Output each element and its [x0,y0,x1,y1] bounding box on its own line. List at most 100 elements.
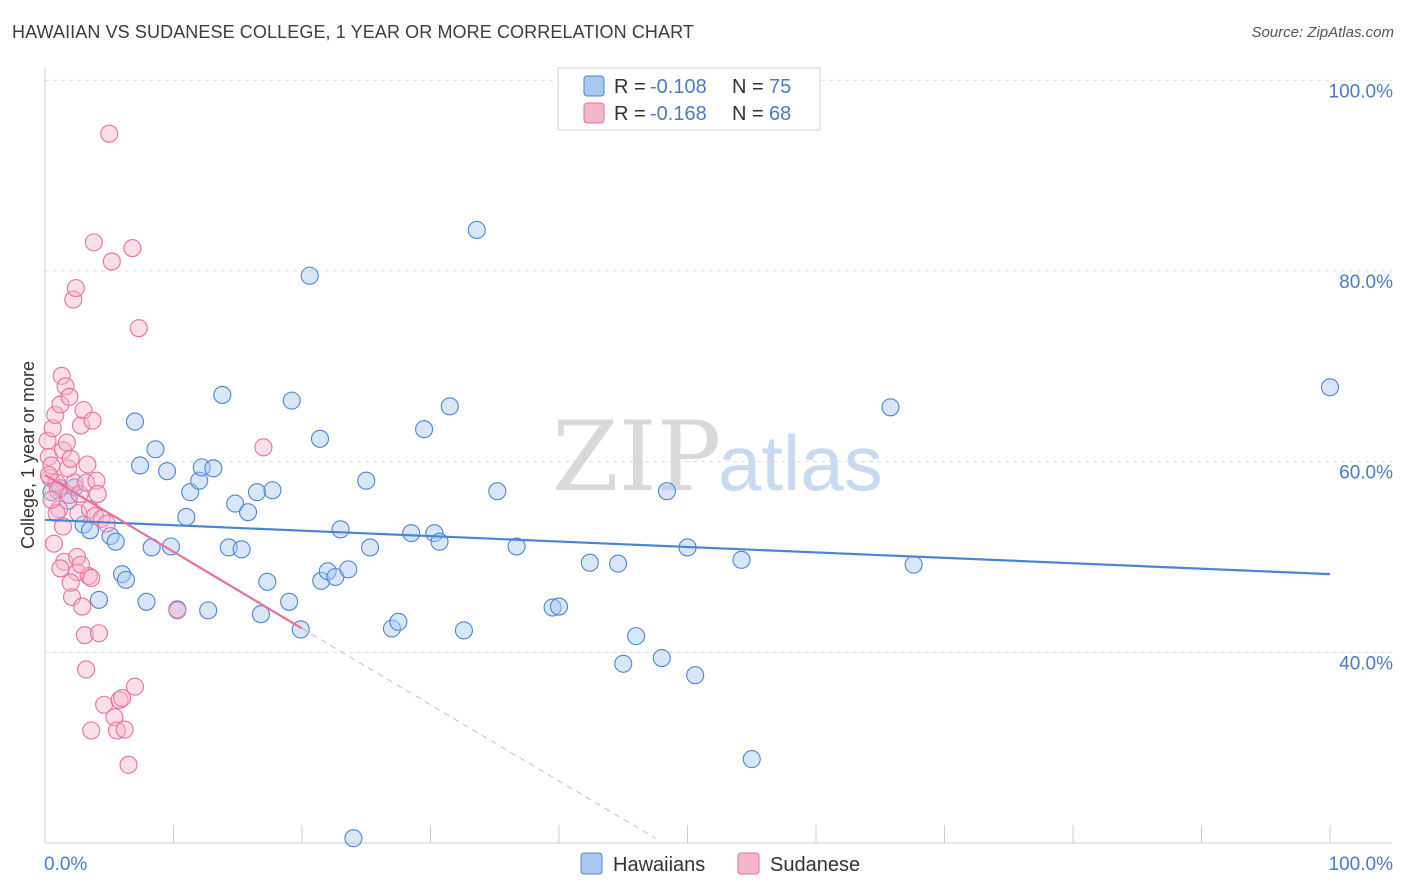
point-hawaiians [199,601,218,620]
point-hawaiians [904,555,923,574]
point-hawaiians [389,612,408,631]
point-sudanese [77,660,96,679]
point-hawaiians [238,503,258,522]
point-sudanese [74,401,93,420]
point-hawaiians [190,471,209,490]
point-sudanese [43,419,62,438]
legend-r-value-sudanese: -0.168 [650,103,707,125]
x-tick-labels: 0.0% 100.0% [44,854,1393,875]
point-sudanese [44,534,64,553]
point-sudanese [42,490,61,509]
point-sudanese [52,366,71,385]
point-hawaiians [652,648,671,668]
point-sudanese [123,239,142,258]
point-hawaiians [415,420,434,439]
point-hawaiians [146,440,165,459]
point-hawaiians [232,540,251,559]
point-sudanese [71,555,91,574]
axes [44,68,1392,844]
point-hawaiians [258,572,277,591]
legend-n-value-sudanese: 68 [769,103,791,125]
series-legend: Hawaiians Sudanese [580,852,860,876]
series-legend-swatch-hawaiians [580,852,603,875]
point-sudanese [102,252,121,271]
x-tick-label: 100.0% [1329,854,1394,875]
point-sudanese [105,708,124,727]
point-hawaiians [454,621,473,640]
point-sudanese [57,433,76,452]
point-hawaiians [657,482,676,501]
point-hawaiians [580,553,599,572]
point-hawaiians [732,550,751,569]
point-sudanese [115,720,134,739]
point-sudanese [100,124,119,143]
point-hawaiians [742,750,761,769]
point-sudanese [129,319,148,338]
point-sudanese [75,626,94,645]
point-sudanese [51,559,70,578]
point-hawaiians [312,571,331,590]
point-sudanese [107,721,127,740]
point-sudanese [78,455,97,474]
trend-line-hawaiians [44,518,1331,576]
point-sudanese [53,517,73,536]
y-axis-label: College, 1 year or more [18,361,38,549]
point-sudanese [61,573,80,592]
point-hawaiians [125,412,144,431]
point-hawaiians [247,483,267,502]
point-hawaiians [402,524,421,543]
point-hawaiians [614,654,633,673]
point-sudanese [84,233,103,252]
series-legend-swatch-sudanese [737,852,760,875]
y-tick-label: 100.0% [1329,81,1394,102]
point-sudanese [168,601,187,620]
point-sudanese [61,449,80,468]
point-hawaiians [543,598,562,617]
watermark-zip: ZIP [552,401,721,513]
point-hawaiians [1320,378,1340,397]
y-tick-label: 80.0% [1339,272,1393,293]
point-hawaiians [549,597,569,616]
series-legend-label-sudanese: Sudanese [770,854,860,876]
point-sudanese [87,471,106,490]
point-sudanese [71,416,91,435]
trend-lines [44,474,1331,839]
point-hawaiians [282,391,301,410]
y-tick-label: 60.0% [1339,463,1393,484]
point-hawaiians [213,385,232,404]
legend-r-value-hawaiians: -0.108 [650,76,707,98]
point-hawaiians [204,459,223,478]
point-hawaiians [382,619,402,638]
point-hawaiians [331,520,350,539]
point-hawaiians [137,592,156,611]
legend-swatch-hawaiians [583,75,605,97]
point-hawaiians [361,538,380,557]
watermark-atlas: atlas [718,419,883,507]
y-tick-label: 40.0% [1339,653,1393,674]
point-hawaiians [116,570,136,589]
legend-n-value-hawaiians: 75 [769,76,791,98]
series-legend-label-hawaiians: Hawaiians [613,854,705,876]
point-sudanese [113,689,132,708]
y-tick-labels: 40.0% 60.0% 80.0% 100.0% [1329,81,1394,674]
point-hawaiians [686,666,705,685]
point-sudanese [89,624,109,643]
legend-r-label-hawaiians: R = [614,76,646,98]
point-hawaiians [177,507,196,526]
point-sudanese [73,597,92,616]
point-hawaiians [310,429,330,448]
legend-swatch-sudanese [583,102,605,124]
legend-n-label-sudanese: N = [732,103,764,125]
point-hawaiians [280,592,299,611]
point-hawaiians [251,605,270,624]
point-hawaiians [627,627,646,646]
point-hawaiians [609,554,628,573]
x-tick-label: 0.0% [44,854,87,875]
point-hawaiians [881,398,900,417]
chart-title: HAWAIIAN VS SUDANESE COLLEGE, 1 YEAR OR … [12,22,695,42]
point-hawaiians [300,266,319,285]
point-sudanese [56,377,75,396]
point-hawaiians [131,456,150,475]
point-hawaiians [158,462,177,481]
